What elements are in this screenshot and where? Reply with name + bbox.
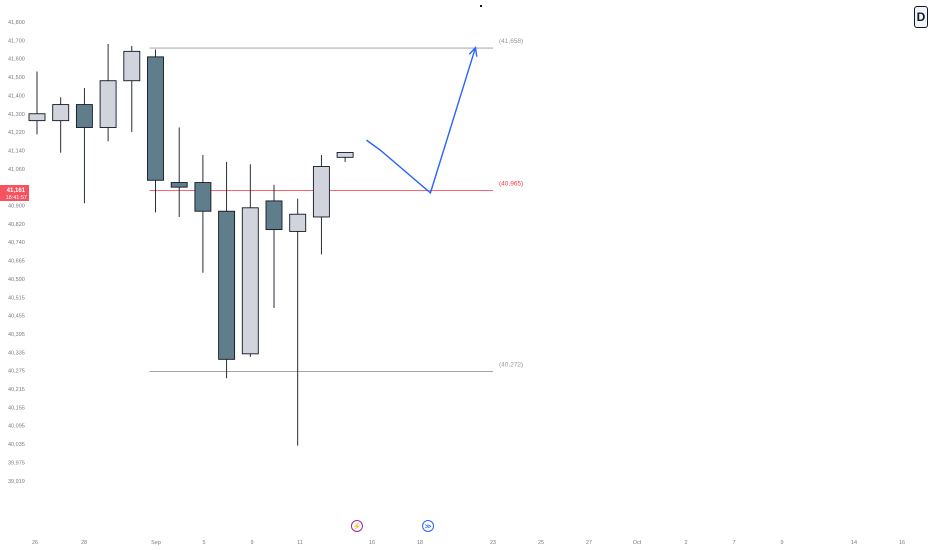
x-tick-label: 16: [369, 540, 375, 546]
y-tick-label: 39,975: [8, 460, 25, 466]
x-tick-label: 23: [490, 540, 496, 546]
current-price-tag: 41,161 18:41:57: [0, 185, 29, 201]
candle: [28, 71, 46, 135]
candle: [75, 88, 93, 204]
candle-body: [312, 166, 330, 218]
candle-body: [194, 182, 212, 212]
y-tick-label: 41,600: [8, 57, 25, 63]
lightning-icon[interactable]: ⚡: [350, 520, 363, 532]
marker-circle: [422, 520, 435, 532]
x-tick-label: 16: [899, 540, 905, 546]
candle-body: [241, 207, 259, 355]
marker-glyph: ⚡: [353, 522, 362, 531]
y-tick-label: 41,500: [8, 75, 25, 81]
candle-body: [123, 50, 141, 82]
y-tick-label: 41,060: [8, 167, 25, 173]
candle: [241, 164, 259, 357]
x-tick-label: 18: [417, 540, 423, 546]
price-tag-time: 18:41:57: [6, 195, 27, 201]
price-tag-value: 41,161: [7, 188, 26, 194]
candles: [28, 44, 354, 446]
candle-body: [265, 200, 283, 231]
y-tick-label: 39,919: [8, 479, 25, 485]
level-label: (40,272): [499, 362, 523, 369]
x-tick-label: 28: [81, 540, 87, 546]
candle: [312, 155, 330, 255]
candle: [52, 97, 70, 153]
y-tick-label: 41,220: [8, 130, 25, 136]
y-tick-label: 40,155: [8, 405, 25, 411]
y-tick-label: 40,665: [8, 259, 25, 265]
x-tick-label: 14: [851, 540, 857, 546]
level-label: (40,965): [499, 181, 523, 188]
candle-body: [336, 152, 354, 158]
x-tick-label: 11: [297, 540, 303, 546]
y-tick-label: 41,140: [8, 148, 25, 154]
candle: [99, 44, 117, 142]
y-axis[interactable]: 41,800 41,700 41,600 41,500 41,400 41,300 41,2…: [8, 20, 25, 485]
candle-body: [218, 210, 236, 360]
candle: [289, 198, 307, 446]
candle: [194, 155, 212, 273]
candle-body: [170, 182, 188, 188]
candle-body: [99, 80, 117, 128]
candle-body: [289, 213, 307, 232]
y-tick-label: 41,700: [8, 38, 25, 44]
level-label: (41,658): [499, 38, 523, 45]
x-tick-label: 25: [538, 540, 544, 546]
candle: [218, 161, 236, 379]
projection-path[interactable]: [366, 46, 478, 195]
y-tick-label: 40,395: [8, 332, 25, 338]
y-tick-label: 40,335: [8, 350, 25, 356]
interval-button[interactable]: D: [914, 6, 928, 28]
candle-body: [28, 113, 46, 122]
crosshair-dot: [480, 5, 482, 7]
x-tick-label: 2: [684, 540, 687, 546]
candle: [336, 152, 354, 162]
candle: [170, 127, 188, 217]
x-axis[interactable]: 26 28 Sep 5 9 11 16 18 23 25 27 Oct 2 7 9 14 16: [32, 540, 905, 546]
x-tick-label: 26: [32, 540, 38, 546]
y-tick-label: 41,800: [8, 20, 25, 26]
y-tick-label: 40,035: [8, 442, 25, 448]
candle-body: [52, 104, 70, 122]
projection-line[interactable]: [366, 47, 477, 195]
x-tick-label: 5: [202, 540, 205, 546]
candle: [123, 45, 141, 133]
y-tick-label: 40,275: [8, 369, 25, 375]
x-tick-label: 7: [732, 540, 735, 546]
candle: [147, 49, 164, 213]
fast-forward-icon[interactable]: ≫: [422, 520, 435, 532]
marker-glyph: ≫: [424, 524, 431, 531]
candle-body: [147, 56, 164, 181]
y-tick-label: 41,300: [8, 112, 25, 118]
x-tick-label: 9: [780, 540, 783, 546]
arrow-head: [468, 46, 478, 57]
y-tick-label: 40,740: [8, 240, 25, 246]
y-tick-label: 40,455: [8, 314, 25, 320]
marker-circle: [350, 520, 363, 532]
y-tick-label: 40,590: [8, 277, 25, 283]
x-tick-label: Oct: [633, 540, 642, 546]
y-tick-label: 41,400: [8, 93, 25, 99]
y-tick-label: 40,900: [8, 204, 25, 210]
y-tick-label: 40,215: [8, 387, 25, 393]
x-tick-label: 27: [586, 540, 592, 546]
event-markers[interactable]: ⚡ ≫: [350, 520, 435, 532]
y-tick-label: 40,515: [8, 295, 25, 301]
candle-body: [75, 104, 93, 128]
y-tick-label: 40,095: [8, 424, 25, 430]
y-tick-label: 40,820: [8, 222, 25, 228]
price-tag-background: [0, 185, 29, 201]
x-tick-label: 9: [250, 540, 253, 546]
candle: [265, 184, 283, 308]
x-tick-label: Sep: [151, 540, 161, 546]
